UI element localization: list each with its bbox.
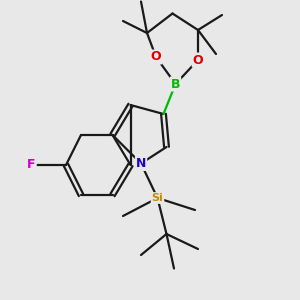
Text: N: N xyxy=(136,157,146,170)
Text: O: O xyxy=(151,50,161,64)
Text: Si: Si xyxy=(152,193,164,203)
Text: B: B xyxy=(171,77,180,91)
Text: F: F xyxy=(27,158,36,172)
Text: O: O xyxy=(193,53,203,67)
